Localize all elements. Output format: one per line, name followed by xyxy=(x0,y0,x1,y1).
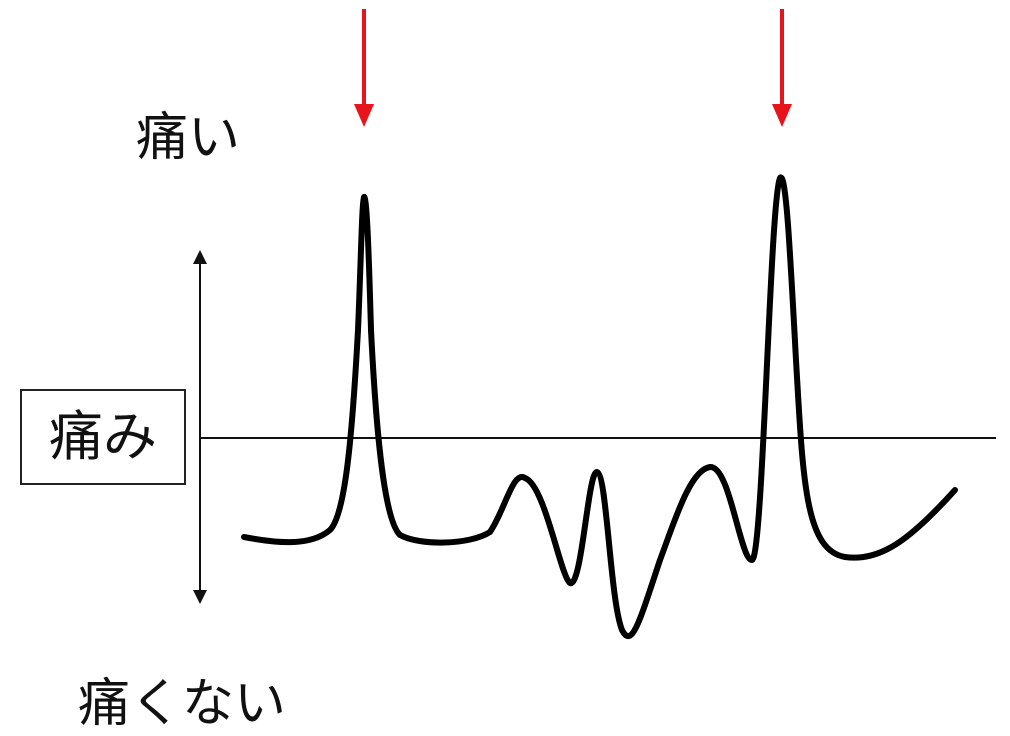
pain-scale-arrowhead-up xyxy=(193,250,207,264)
spike-marker-arrowhead-2 xyxy=(772,104,792,127)
spike-marker-arrowhead-1 xyxy=(354,104,374,127)
label-not-painful: 痛くない xyxy=(78,674,287,734)
pain-scale-arrowhead-down xyxy=(193,590,207,604)
pain-label-box: 痛み xyxy=(20,389,186,485)
pain-curve xyxy=(241,174,958,640)
label-pain: 痛み xyxy=(49,405,157,468)
label-painful: 痛い xyxy=(136,108,241,168)
